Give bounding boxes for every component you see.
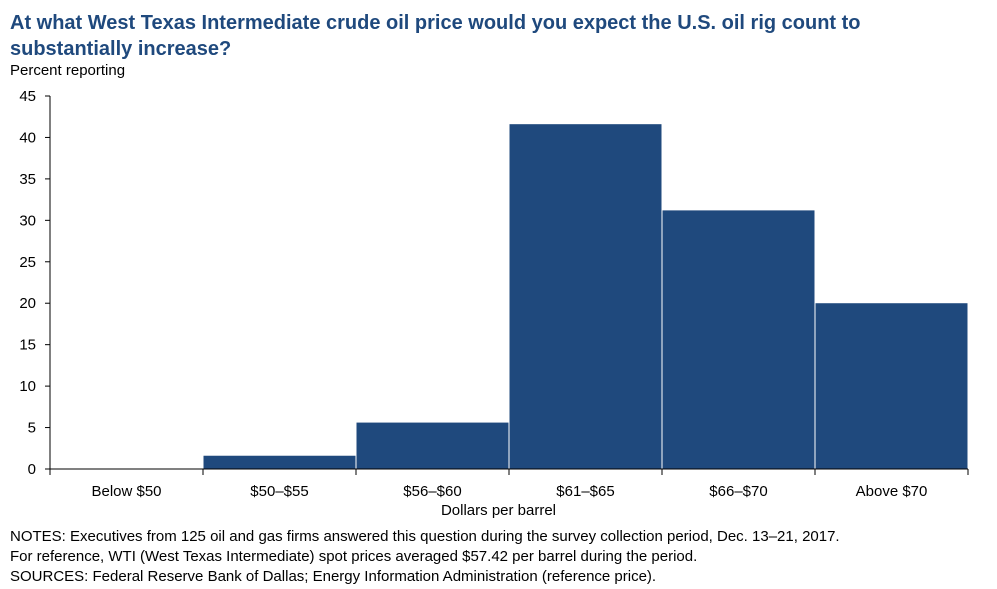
bars xyxy=(203,124,968,470)
x-tick-label: Below $50 xyxy=(91,483,161,500)
x-axis-ticks: Below $50 $50–$55 $56–$60 $61–$65 $66–$70 Abo… xyxy=(49,469,969,500)
y-tick-label: 10 xyxy=(19,378,36,395)
bar xyxy=(815,303,968,469)
y-tick-label: 30 xyxy=(19,212,36,229)
y-tick-label: 45 xyxy=(19,88,36,105)
x-tick-label: $56–$60 xyxy=(403,483,461,500)
x-tick-label: $66–$70 xyxy=(709,483,767,500)
bar xyxy=(662,210,815,470)
x-axis-label: Dollars per barrel xyxy=(440,502,557,519)
x-tick-label: $61–$65 xyxy=(556,483,614,500)
bar xyxy=(356,422,509,469)
bar xyxy=(203,455,356,469)
notes-line: NOTES: Executives from 125 oil and gas f… xyxy=(10,528,840,545)
x-tick-label: Above $70 xyxy=(856,483,928,500)
y-tick-label: 25 xyxy=(19,254,36,271)
y-tick-label: 0 xyxy=(28,461,36,478)
y-axis-label: Percent reporting xyxy=(10,62,126,79)
sources-line: SOURCES: Federal Reserve Bank of Dallas;… xyxy=(10,568,657,585)
y-tick-label: 20 xyxy=(19,295,36,312)
notes: NOTES: Executives from 125 oil and gas f… xyxy=(10,527,990,587)
chart-title: At what West Texas Intermediate crude oi… xyxy=(10,12,861,60)
y-tick-label: 5 xyxy=(28,420,36,437)
y-tick-label: 35 xyxy=(19,171,36,188)
y-tick-label: 15 xyxy=(19,337,36,354)
y-axis-ticks: 0 5 10 15 20 25 30 35 40 45 xyxy=(19,88,50,478)
bar xyxy=(509,124,662,469)
y-tick-label: 40 xyxy=(19,129,36,146)
notes-line: For reference, WTI (West Texas Intermedi… xyxy=(10,548,698,565)
x-tick-label: $50–$55 xyxy=(250,483,308,500)
